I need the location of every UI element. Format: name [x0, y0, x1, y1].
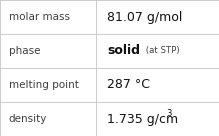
Text: phase: phase	[9, 46, 40, 56]
Text: 3: 3	[166, 109, 172, 118]
Text: 81.07 g/mol: 81.07 g/mol	[107, 10, 183, 24]
Bar	[96, 34, 219, 68]
Text: 1.735 g/cm: 1.735 g/cm	[107, 112, 178, 126]
Bar	[96, 102, 219, 136]
Text: solid: solid	[107, 44, 140, 58]
Bar	[96, 0, 219, 34]
Text: melting point: melting point	[9, 80, 79, 90]
Text: density: density	[9, 114, 47, 124]
Bar	[0, 34, 96, 68]
Bar	[96, 68, 219, 102]
Bar	[0, 0, 96, 34]
Text: 287 °C: 287 °C	[107, 78, 150, 92]
Bar	[0, 68, 96, 102]
Bar	[0, 102, 96, 136]
Text: molar mass: molar mass	[9, 12, 70, 22]
Text: (at STP): (at STP)	[143, 47, 180, 55]
